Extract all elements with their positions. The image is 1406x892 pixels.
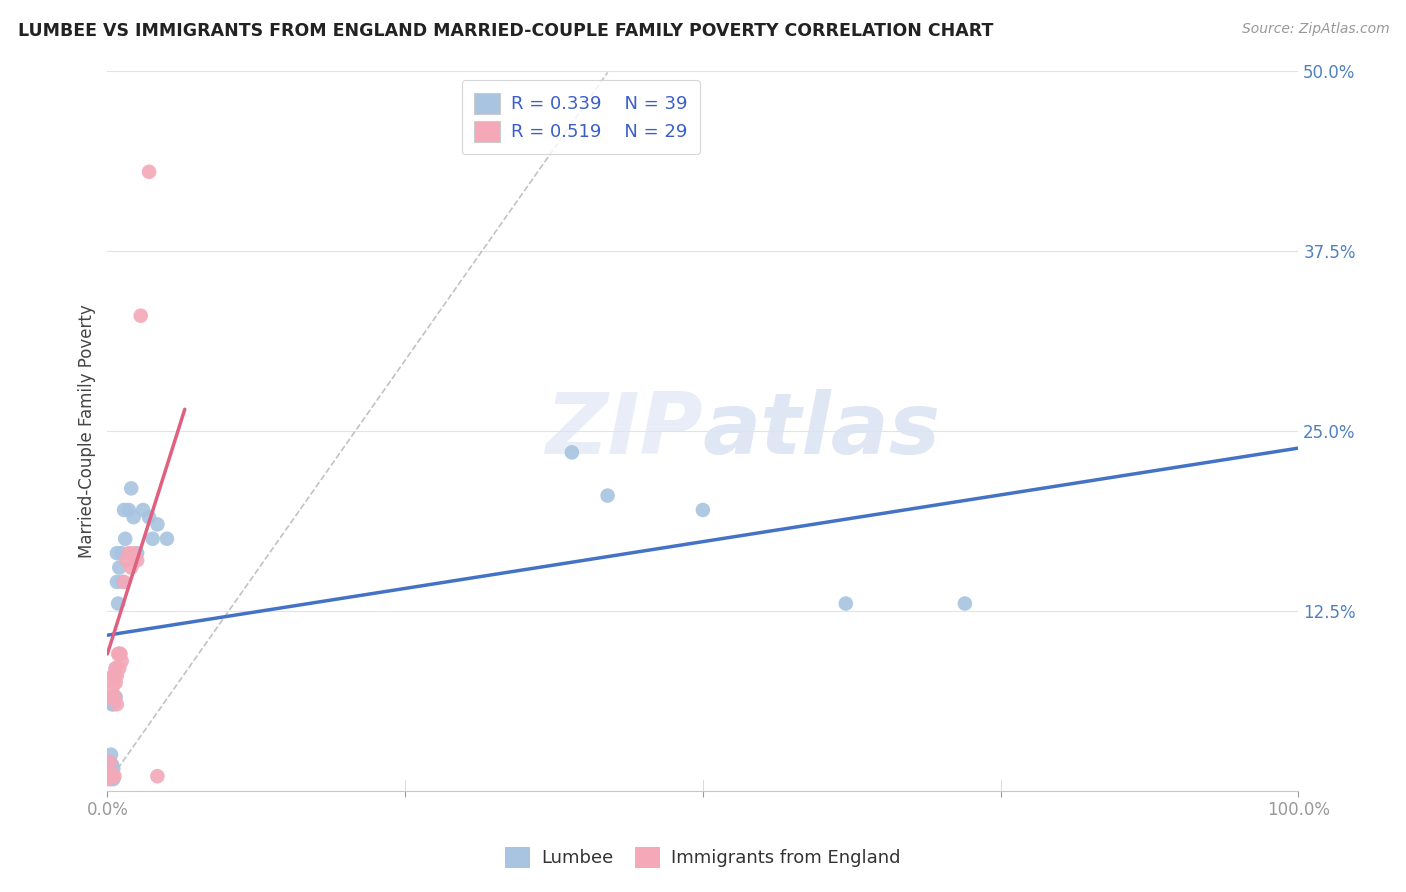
Point [107, 597, 129, 611]
Point [101, 769, 124, 783]
Y-axis label: Married-Couple Family Poverty: Married-Couple Family Poverty [79, 304, 96, 558]
Point [835, 597, 858, 611]
Point [118, 546, 141, 560]
Point [105, 546, 128, 560]
Point [112, 503, 135, 517]
Point [110, 647, 132, 661]
Text: LUMBEE VS IMMIGRANTS FROM ENGLAND MARRIED-COUPLE FAMILY POVERTY CORRELATION CHAR: LUMBEE VS IMMIGRANTS FROM ENGLAND MARRIE… [18, 22, 994, 40]
Point [142, 532, 165, 546]
Point [111, 654, 134, 668]
Point [103, 698, 125, 712]
Point [104, 661, 127, 675]
Point [104, 661, 127, 675]
Point [100, 772, 122, 786]
Point [103, 668, 125, 682]
Point [101, 757, 124, 772]
Point [97, 772, 120, 786]
Point [120, 560, 142, 574]
Point [103, 690, 125, 704]
Point [103, 769, 125, 783]
Point [122, 546, 145, 560]
Point [103, 762, 125, 776]
Point [100, 766, 122, 780]
Point [115, 553, 138, 567]
Point [127, 546, 149, 560]
Point [105, 668, 128, 682]
Point [108, 560, 131, 574]
Point [100, 762, 122, 776]
Point [98, 766, 121, 780]
Point [129, 309, 152, 323]
Point [103, 690, 125, 704]
Legend: R = 0.339    N = 39, R = 0.519    N = 29: R = 0.339 N = 39, R = 0.519 N = 29 [461, 80, 700, 154]
Point [692, 503, 714, 517]
Point [111, 546, 134, 560]
Point [596, 489, 619, 503]
Point [138, 510, 160, 524]
Legend: Lumbee, Immigrants from England: Lumbee, Immigrants from England [495, 836, 911, 879]
Point [101, 769, 124, 783]
Point [111, 574, 134, 589]
Text: atlas: atlas [703, 389, 941, 473]
Point [132, 503, 155, 517]
Point [98, 769, 121, 783]
Point [112, 574, 135, 589]
Point [104, 690, 127, 704]
Point [108, 647, 131, 661]
Point [127, 553, 149, 567]
Point [103, 772, 125, 786]
Point [108, 661, 131, 675]
Point [156, 532, 179, 546]
Point [114, 532, 136, 546]
Point [120, 482, 142, 496]
Point [107, 647, 129, 661]
Point [105, 574, 128, 589]
Point [101, 682, 124, 697]
Point [100, 690, 122, 704]
Point [101, 698, 124, 712]
Point [146, 769, 169, 783]
Point [98, 755, 121, 769]
Point [118, 503, 141, 517]
Point [953, 597, 976, 611]
Point [108, 647, 131, 661]
Point [105, 698, 128, 712]
Text: Source: ZipAtlas.com: Source: ZipAtlas.com [1241, 22, 1389, 37]
Point [138, 165, 160, 179]
Point [97, 769, 120, 783]
Point [146, 517, 169, 532]
Point [103, 675, 125, 690]
Text: ZIP: ZIP [546, 389, 703, 473]
Point [104, 675, 127, 690]
Point [103, 668, 125, 682]
Point [98, 755, 121, 769]
Point [100, 747, 122, 762]
Point [122, 510, 145, 524]
Point [561, 445, 583, 459]
